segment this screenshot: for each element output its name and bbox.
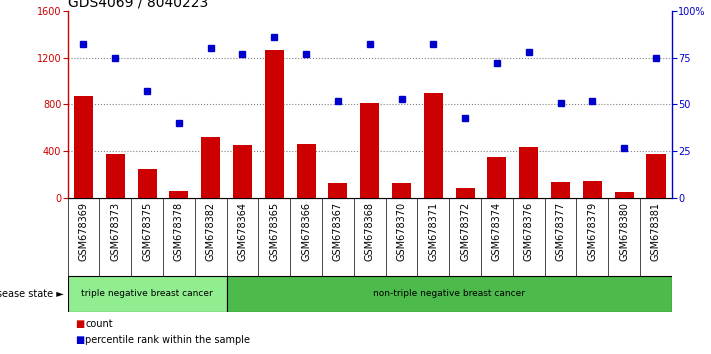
Text: ■: ■ (75, 319, 84, 329)
Bar (201, 137, 220, 198)
Text: GSM678368: GSM678368 (365, 202, 375, 261)
Bar (614, 192, 634, 198)
Text: ■: ■ (75, 335, 84, 345)
Text: GSM678378: GSM678378 (174, 202, 184, 261)
Text: GSM678373: GSM678373 (110, 202, 120, 261)
Text: triple negative breast cancer: triple negative breast cancer (81, 289, 213, 298)
Text: GDS4069 / 8040223: GDS4069 / 8040223 (68, 0, 208, 10)
Bar (233, 145, 252, 198)
Text: GSM678374: GSM678374 (492, 202, 502, 261)
Text: GSM678366: GSM678366 (301, 202, 311, 261)
Text: GSM678379: GSM678379 (587, 202, 597, 261)
Text: disease state ►: disease state ► (0, 289, 64, 299)
Bar (74, 96, 93, 198)
Bar (456, 188, 475, 198)
Bar (227, 276, 672, 312)
Bar (264, 51, 284, 198)
Text: count: count (85, 319, 113, 329)
Text: percentile rank within the sample: percentile rank within the sample (85, 335, 250, 345)
Text: GSM678382: GSM678382 (205, 202, 215, 261)
Bar (519, 147, 538, 198)
Text: GSM678364: GSM678364 (237, 202, 247, 261)
Bar (583, 181, 602, 198)
Bar (106, 154, 125, 198)
Text: GSM678365: GSM678365 (269, 202, 279, 261)
Bar (328, 183, 348, 198)
Bar (360, 103, 379, 198)
Text: non-triple negative breast cancer: non-triple negative breast cancer (373, 289, 525, 298)
Text: GSM678381: GSM678381 (651, 202, 661, 261)
Text: GSM678367: GSM678367 (333, 202, 343, 261)
Text: GSM678375: GSM678375 (142, 202, 152, 261)
Text: GSM678377: GSM678377 (555, 202, 565, 261)
Bar (137, 169, 156, 198)
Bar (646, 154, 665, 198)
Bar (424, 93, 443, 198)
Bar (296, 144, 316, 198)
Bar (488, 157, 506, 198)
Bar (169, 191, 188, 198)
Text: GSM678371: GSM678371 (428, 202, 439, 261)
Bar (551, 182, 570, 198)
Text: GSM678376: GSM678376 (524, 202, 534, 261)
Text: GSM678370: GSM678370 (397, 202, 407, 261)
Bar (68, 276, 227, 312)
Text: GSM678380: GSM678380 (619, 202, 629, 261)
Text: GSM678372: GSM678372 (460, 202, 470, 261)
Bar (392, 183, 411, 198)
Text: GSM678369: GSM678369 (78, 202, 88, 261)
